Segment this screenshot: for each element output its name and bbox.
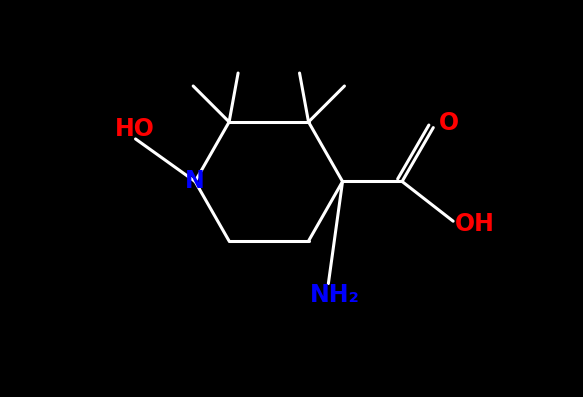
Text: NH₂: NH₂ [310,283,360,307]
Text: HO: HO [114,117,154,141]
Text: O: O [439,111,459,135]
Text: OH: OH [455,212,494,236]
Text: N: N [185,170,205,193]
